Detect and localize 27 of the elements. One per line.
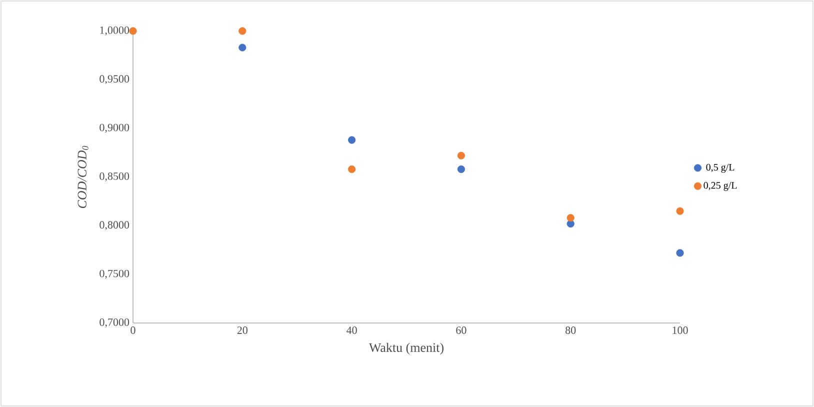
legend-label: 0,25 g/L [704,182,737,191]
y-tick-label: 0,8500 [100,172,130,182]
point [676,207,684,215]
legend-label: 0,5 g/L [706,164,734,173]
y-axis-title: COD/COD$_{0}$ [78,146,88,208]
y-tick-label: 0,9500 [100,75,130,84]
point [457,152,465,160]
point [129,27,137,35]
point [676,249,684,257]
x-tick-label: 0 [130,326,136,334]
y-tick-label: 0,9000 [100,124,130,133]
point [348,165,356,174]
point [348,136,356,144]
x-tick-label: 40 [346,326,357,334]
point [238,44,246,52]
y-tick-label: 0,7000 [100,318,130,328]
x-tick-label: 60 [456,326,466,334]
x-tick-label: 20 [237,326,248,334]
x-tick-label: 100 [672,326,688,334]
point [457,165,465,174]
point [238,27,246,35]
y-tick-label: 0,8000 [100,221,130,230]
point [566,214,574,222]
y-tick-label: 1,0000 [100,26,130,36]
y-tick-label: 0,7500 [100,270,130,279]
x-tick-label: 80 [566,326,576,334]
x-axis-title: Waktu (menit) [368,342,444,355]
